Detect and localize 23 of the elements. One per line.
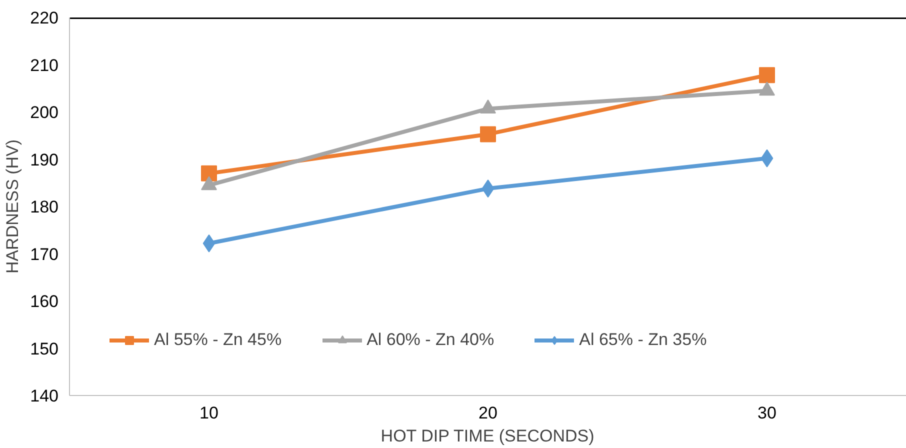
y-tick-label: 210 [30, 56, 59, 75]
y-tick-label: 190 [30, 150, 59, 170]
point [760, 149, 774, 168]
legend-label: Al 55% - Zn 45% [154, 330, 282, 350]
y-tick-label: 140 [30, 386, 59, 406]
y-tick-label: 170 [30, 244, 59, 264]
x-tick-label: 10 [200, 404, 218, 422]
legend-label: Al 65% - Zn 35% [579, 330, 707, 350]
y-tick-label: 220 [30, 8, 59, 28]
point [482, 180, 494, 198]
y-tick-label: 180 [30, 198, 59, 216]
y-tick-label: 200 [30, 103, 59, 122]
x-tick-label: 30 [758, 404, 776, 422]
y-tick-label: 150 [30, 339, 59, 358]
y-tick-label: 160 [30, 292, 59, 311]
point [759, 67, 775, 84]
x-tick-label: 20 [478, 404, 498, 422]
point [480, 126, 496, 142]
point [201, 165, 217, 182]
x-axis-title: HOT DIP TIME (SECONDS) [380, 426, 594, 446]
point [202, 234, 216, 252]
y-axis-title: HARDNESS (HV) [3, 139, 22, 274]
legend-label: Al 60% - Zn 40% [366, 330, 494, 350]
